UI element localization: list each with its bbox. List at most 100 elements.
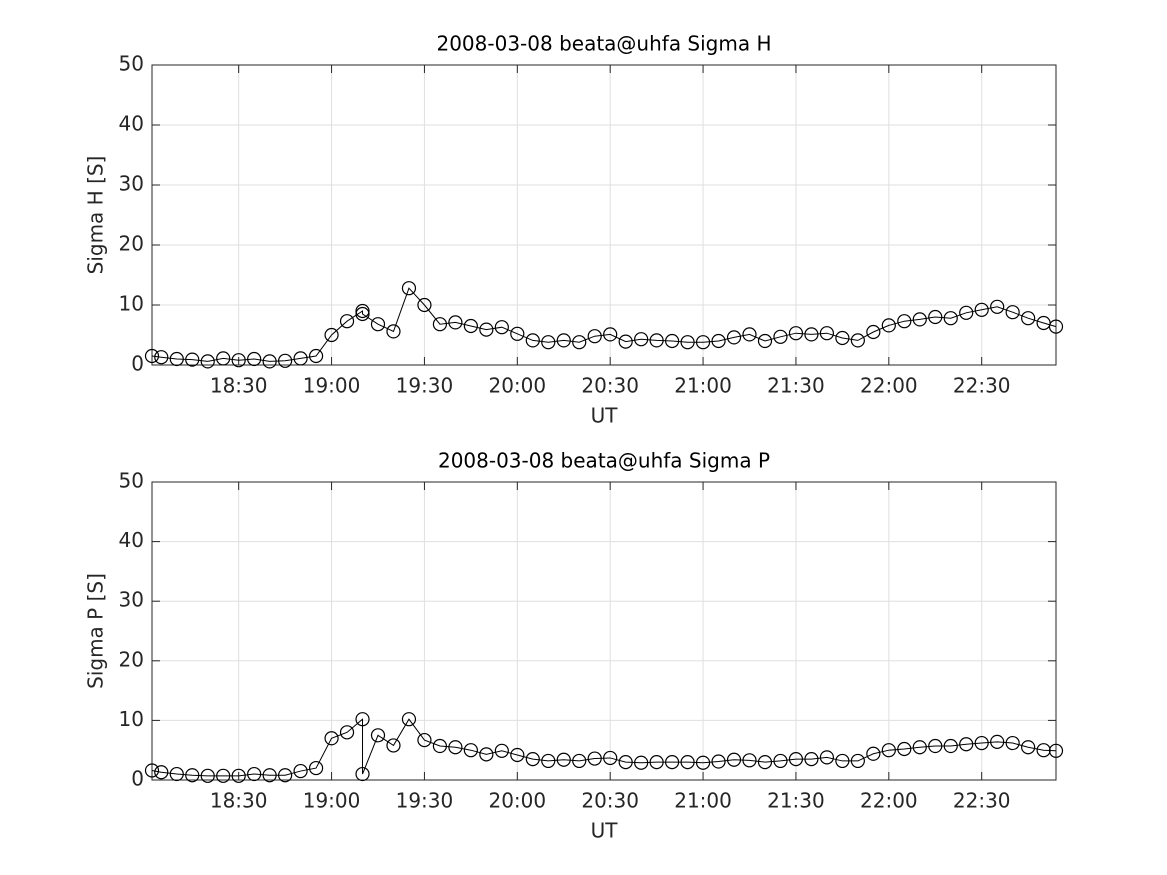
- data-point: [757, 755, 773, 770]
- y-tick-label: 20: [119, 647, 144, 671]
- data-point: [618, 755, 633, 770]
- data-point: [541, 753, 556, 769]
- data-point: [804, 752, 819, 767]
- data-point: [216, 351, 231, 366]
- data-point: [866, 324, 881, 340]
- data-point: [649, 333, 664, 348]
- data-point: [572, 335, 587, 350]
- data-point: [494, 320, 509, 335]
- data-point: [603, 327, 618, 342]
- data-point: [308, 348, 324, 364]
- data-point: [293, 351, 308, 366]
- data-point: [247, 351, 262, 367]
- data-point: [912, 740, 927, 755]
- y-tick-label: 40: [119, 528, 144, 552]
- data-point: [1021, 740, 1036, 755]
- x-tick-label: 21:30: [767, 374, 825, 398]
- data-point: [169, 766, 184, 782]
- y-tick-label: 50: [119, 52, 144, 76]
- data-point: [726, 752, 742, 767]
- data-point: [1048, 319, 1064, 334]
- data-point: [695, 755, 711, 770]
- data-point: [144, 763, 160, 778]
- data-point: [556, 752, 571, 767]
- data-point: [463, 318, 478, 334]
- data-point: [401, 281, 417, 296]
- data-point: [634, 332, 649, 347]
- data-point: [773, 753, 788, 769]
- data-point: [665, 333, 680, 349]
- plot-frame: [151, 64, 1057, 366]
- data-line: [151, 718, 1057, 777]
- y-tick-label: 30: [119, 172, 144, 196]
- data-point: [339, 725, 355, 740]
- data-point: [680, 755, 695, 770]
- data-point: [386, 324, 401, 339]
- data-point: [293, 763, 308, 779]
- data-point: [711, 333, 726, 349]
- x-tick-label: 22:30: [953, 374, 1011, 398]
- data-point: [262, 354, 277, 369]
- data-point: [1021, 311, 1036, 326]
- data-point: [510, 747, 525, 763]
- data-point: [278, 768, 293, 783]
- data-point: [587, 329, 602, 344]
- data-point: [432, 738, 448, 754]
- data-point: [401, 712, 417, 727]
- data-point: [990, 299, 1005, 314]
- data-point: [200, 768, 215, 783]
- data-point: [881, 743, 896, 758]
- x-tick-label: 19:00: [303, 374, 361, 398]
- data-point: [587, 751, 602, 766]
- y-tick-label: 10: [119, 292, 144, 316]
- plot-frame: [151, 481, 1057, 781]
- data-point: [572, 753, 587, 769]
- data-point: [463, 743, 478, 758]
- x-tick-label: 22:00: [860, 789, 918, 813]
- plot-area: [152, 65, 1056, 365]
- x-tick-label: 22:30: [953, 789, 1011, 813]
- data-point: [742, 753, 757, 768]
- data-point: [912, 312, 927, 327]
- y-tick-label: 40: [119, 112, 144, 136]
- data-point: [897, 314, 912, 329]
- data-point: [974, 735, 989, 751]
- data-point: [990, 734, 1005, 749]
- y-tick-label: 10: [119, 707, 144, 731]
- x-tick-label: 20:30: [581, 789, 639, 813]
- data-point: [432, 317, 448, 332]
- data-point: [541, 335, 556, 350]
- data-point: [680, 335, 695, 350]
- data-point: [959, 737, 974, 752]
- data-point: [355, 303, 370, 319]
- data-point: [773, 329, 788, 344]
- data-point: [850, 753, 865, 769]
- data-point: [370, 317, 386, 332]
- data-point: [835, 753, 850, 769]
- data-point: [603, 750, 618, 766]
- data-point: [185, 768, 200, 783]
- y-axis-label: Sigma P [S]: [84, 573, 108, 689]
- data-point: [634, 755, 649, 770]
- data-point: [386, 738, 401, 753]
- data-point: [216, 768, 231, 783]
- y-axis-label: Sigma H [S]: [84, 156, 108, 275]
- data-point: [200, 354, 215, 369]
- data-point: [943, 311, 958, 326]
- y-tick-label: 0: [131, 767, 144, 791]
- data-point: [928, 738, 943, 754]
- data-line: [151, 287, 1057, 362]
- x-axis-label: UT: [591, 819, 619, 843]
- data-point: [154, 350, 169, 365]
- data-point: [355, 306, 370, 322]
- x-tick-label: 22:00: [860, 374, 918, 398]
- data-point: [278, 353, 293, 368]
- data-point: [324, 731, 339, 746]
- data-point: [726, 330, 742, 345]
- data-point: [154, 765, 169, 780]
- data-point: [448, 315, 463, 330]
- data-point: [804, 327, 819, 342]
- data-point: [1048, 743, 1064, 758]
- data-point: [231, 768, 246, 783]
- y-tick-label: 20: [119, 232, 144, 256]
